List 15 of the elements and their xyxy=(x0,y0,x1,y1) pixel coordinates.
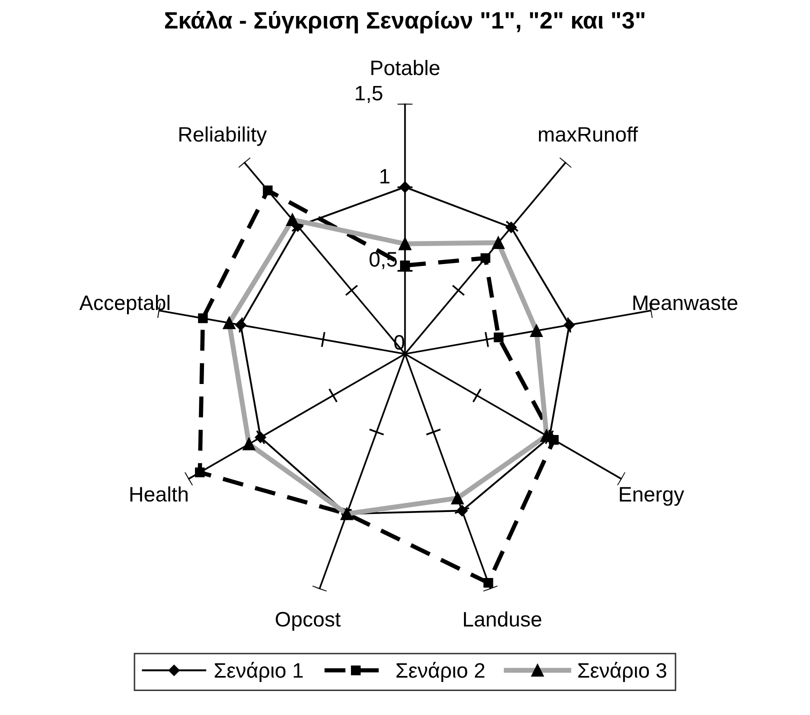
spoke-label: Landuse xyxy=(464,611,542,627)
spoke-label: Reliability xyxy=(179,126,267,146)
legend-label: Σενάριο 2 xyxy=(396,662,484,682)
spoke-label: Energy xyxy=(620,487,684,506)
legend-label: Σενάριο 1 xyxy=(214,662,303,682)
y-tick-label: 1,5 xyxy=(356,86,382,103)
spoke-label: Meanwaste xyxy=(633,296,738,310)
spoke-label: maxRunoff xyxy=(538,126,638,142)
spoke-label: Potable xyxy=(371,60,440,76)
y-tick-label: 1 xyxy=(380,169,390,184)
spoke-label: Health xyxy=(130,486,188,502)
chart-title: Σκάλα - Σύγκριση Σεναρίων "1", "2" και "3" xyxy=(165,10,644,34)
spoke-label: Opcost xyxy=(276,612,341,631)
spoke-label: Acceptabl xyxy=(79,294,170,314)
legend-label: Σενάριο 3 xyxy=(578,662,666,682)
